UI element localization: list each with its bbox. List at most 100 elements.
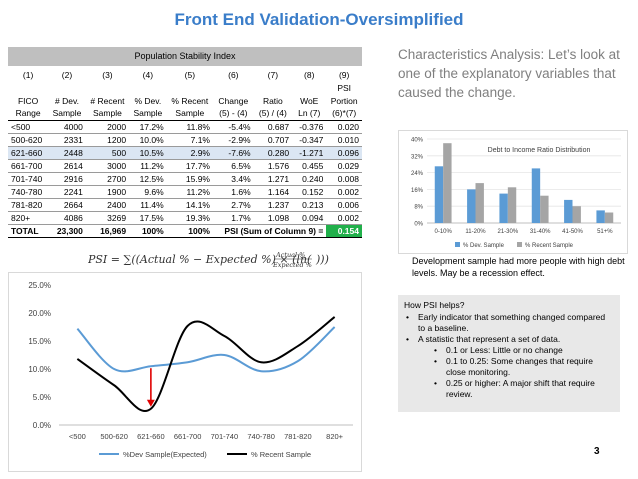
y-tick-label: 8% [414,205,423,211]
table-cell: 0.006 [326,198,362,212]
header-cell: FICO [17,95,39,106]
legend-label-recent: % Recent Sample [251,450,311,459]
header-cell: Sample [48,107,86,121]
x-tick-label: 21-30% [497,229,518,235]
bar-recent [572,206,581,223]
header-cell: PSI [337,82,352,93]
table-cell: 3000 [85,159,130,173]
header-cell: Portion [330,95,358,106]
table-cell: 0.152 [292,185,327,199]
table-cell: 2664 [48,198,86,212]
psi-helps-title: How PSI helps? [404,300,465,310]
total-cell: 16,969 [85,223,130,238]
table-cell: -7.6% [212,146,254,160]
y-tick-label: 0.0% [33,421,51,430]
header-cell: (5) [184,69,196,80]
y-tick-label: 15.0% [28,337,51,346]
table-cell: 1.271 [253,172,293,186]
total-cell: TOTAL [8,223,49,238]
characteristics-text: Characteristics Analysis: Let’s look at … [398,47,620,100]
header-cell [8,81,48,94]
table-cell: 1.576 [253,159,293,173]
table-cell: 2448 [48,146,86,160]
page-number: 3 [594,446,600,457]
table-cell: 3.4% [212,172,254,186]
recent-sample-line [76,316,336,412]
header-cell: Range [8,107,49,121]
header-cell: (9) [338,69,350,80]
table-cell: 0.008 [326,172,362,186]
header-cell: (7) [267,69,279,80]
table-total-row: TOTAL 23,300 16,969 100% 100% PSI (Sum of Col… [8,223,362,238]
table-cell: 2.7% [212,198,254,212]
table-cell: 500-620 [8,133,49,147]
table-cell: 15.9% [166,172,213,186]
table-cell: 0.002 [326,211,362,225]
header-cell [167,81,213,94]
y-tick-label: 10.0% [28,365,51,374]
table-cell: 19.3% [166,211,213,225]
header-cell: (4) [142,69,154,80]
header-cell: (6) [228,69,239,80]
header-cell [129,81,167,94]
table-cell: 0.687 [253,120,293,134]
header-cell: (8) [304,69,315,80]
bar-dev [434,166,444,223]
table-cell: 0.002 [326,185,362,199]
table-header-row: Range Sample Sample Sample Sample (5) - (4) (5… [8,107,362,121]
formula-numerator: Actual % [275,251,305,259]
table-cell: 2400 [85,198,130,212]
table-row: 621-660 2448 500 10.5% 2.9% -7.6% 0.280 -1.271 0… [8,146,362,160]
table-cell: 0.707 [253,133,293,147]
table-row: 500-620 2331 1200 10.0% 7.1% -2.9% 0.707 -0.347… [8,133,362,147]
table-cell: -0.347 [292,133,327,147]
table-cell: 17.5% [129,211,167,225]
header-cell: Change [218,95,249,106]
header-cell: Ln (7) [292,107,327,121]
bar-recent [507,187,517,223]
table-cell: -1.271 [292,146,327,160]
header-cell: (5) - (4) [212,107,254,121]
y-tick-label: 16% [411,188,424,194]
total-cell: 100% [166,223,213,238]
bar-dev [596,210,605,223]
x-tick-label: 51+% [597,229,613,235]
table-cell: 0.096 [326,146,362,160]
table-row: <500 4000 2000 17.2% 11.8% -5.4% 0.687 -0.376 0.… [8,120,362,134]
table-cell: 14.1% [166,198,213,212]
table-cell: -2.9% [212,133,254,147]
bar-dev [467,189,476,223]
x-tick-label: 661-700 [174,432,202,441]
table-row: 781-820 2664 2400 11.4% 14.1% 2.7% 1.237 0.213 0… [8,198,362,212]
table-cell: 0.280 [253,146,293,160]
table-row: 701-740 2916 2700 12.5% 15.9% 3.4% 1.271 0.240 0… [8,172,362,186]
header-cell: # Recent [90,95,125,106]
header-cell: Sample [129,107,167,121]
y-tick-label: 0% [414,222,423,228]
table-cell: 2614 [48,159,86,173]
table-cell: 2700 [85,172,130,186]
table-cell: 1.7% [212,211,254,225]
development-note: Development sample had more people with … [412,256,625,278]
table-cell: 1.237 [253,198,293,212]
table-cell: 2241 [48,185,86,199]
table-cell: -0.376 [292,120,327,134]
y-tick-label: 25.0% [28,281,51,290]
table-header-row: PSI [8,81,362,94]
psi-formula: PSI = ∑((Actual % − Expected %) × (ln( A… [87,249,388,269]
table-cell: 1.164 [253,185,293,199]
psi-helps-item: • A statistic that represent a set of dat… [406,334,561,344]
table-cell: 10.5% [129,146,167,160]
header-cell: % Recent [171,95,209,106]
bar-dev [564,199,573,223]
formula-rhs: ))) [315,253,329,266]
table-cell: 0.010 [326,133,362,147]
table-cell: 1.6% [212,185,254,199]
bar-dev [499,193,508,223]
table-cell: 621-660 [8,146,49,160]
y-tick-label: 5.0% [33,393,51,402]
table-header-row: (1) (2) (3) (4) (5) (6) (7) (8) (9) [8,68,362,81]
table-cell: 4086 [48,211,86,225]
table-cell: 9.6% [129,185,167,199]
table-cell: 11.2% [166,185,213,199]
